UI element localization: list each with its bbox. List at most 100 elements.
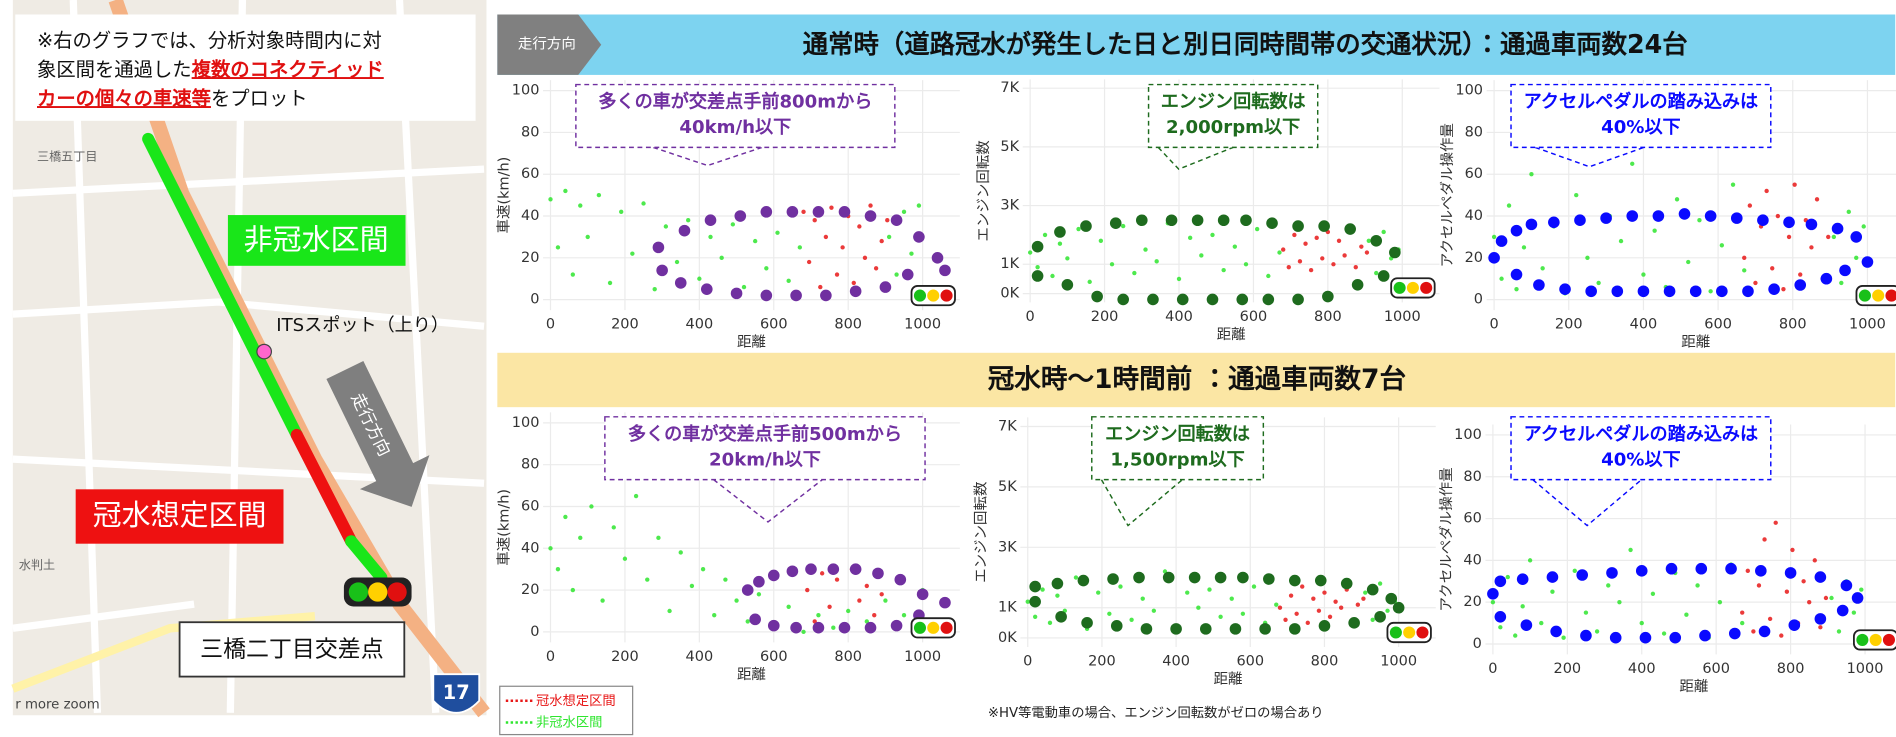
- data-point: [1770, 266, 1774, 270]
- data-point: [1143, 247, 1147, 251]
- data-point: [1774, 521, 1778, 525]
- data-point: [1266, 274, 1270, 278]
- data-point: [798, 245, 802, 249]
- marker-dot: [1163, 572, 1175, 584]
- marker-dot: [1133, 572, 1145, 584]
- data-point: [902, 613, 906, 617]
- x-tick-label: 200: [1088, 653, 1116, 669]
- data-point: [686, 218, 690, 222]
- marker-dot: [701, 283, 713, 295]
- data-point: [641, 201, 645, 205]
- data-point: [679, 550, 683, 554]
- marker-dot: [895, 574, 907, 586]
- data-point: [1152, 609, 1156, 613]
- marker-dot: [1794, 279, 1806, 291]
- data-point: [1317, 609, 1321, 613]
- data-point: [563, 189, 567, 193]
- chart: 0K1K3K5K7K02004006008001000距離エンジン回転数エンジン…: [975, 79, 1439, 343]
- data-point: [1033, 615, 1037, 619]
- data-point: [1520, 604, 1524, 608]
- data-point: [1708, 289, 1712, 293]
- y-tick-label: 0: [530, 292, 539, 308]
- y-tick-label: 1K: [998, 600, 1017, 616]
- traffic-light-lamp: [927, 290, 939, 302]
- marker-dot: [742, 584, 754, 596]
- marker-dot: [761, 290, 773, 302]
- data-point: [1076, 227, 1080, 231]
- marker-dot: [1606, 567, 1618, 579]
- data-point: [753, 239, 757, 243]
- data-point: [1207, 587, 1211, 591]
- data-point: [1506, 575, 1510, 579]
- marker-dot: [1511, 269, 1523, 281]
- y-tick-label: 40: [521, 208, 539, 224]
- data-point: [887, 235, 891, 239]
- marker-dot: [939, 265, 951, 277]
- callout-text: アクセルペダルの踏み込みは: [1524, 423, 1759, 445]
- x-axis-label: 距離: [1217, 326, 1246, 343]
- marker-dot: [1495, 575, 1507, 587]
- data-point: [1595, 629, 1599, 633]
- data-point: [1315, 236, 1319, 240]
- data-point: [863, 256, 867, 260]
- y-tick-label: 80: [521, 124, 539, 140]
- data-point: [1596, 281, 1600, 285]
- marker-dot: [1716, 285, 1728, 297]
- callout-text: 40%以下: [1601, 117, 1681, 138]
- y-tick-label: 100: [512, 415, 540, 431]
- marker-dot: [787, 206, 799, 218]
- data-point: [1185, 590, 1189, 594]
- data-point: [1768, 617, 1772, 621]
- data-point: [571, 588, 575, 592]
- data-point: [1218, 615, 1222, 619]
- data-point: [1742, 256, 1746, 260]
- traffic-light-lamp: [1870, 634, 1882, 646]
- marker-dot: [1757, 214, 1769, 226]
- x-tick-label: 1000: [1384, 309, 1421, 325]
- data-point: [1281, 247, 1285, 251]
- data-point: [880, 239, 884, 243]
- data-point: [1746, 569, 1750, 573]
- marker-dot: [731, 288, 743, 300]
- marker-dot: [1755, 565, 1767, 577]
- marker-dot: [1263, 573, 1275, 585]
- data-point: [608, 281, 612, 285]
- traffic-light-lamp: [1416, 626, 1428, 638]
- x-tick-label: 400: [686, 317, 714, 333]
- marker-dot: [1487, 588, 1499, 600]
- x-tick-label: 0: [546, 649, 555, 665]
- data-point: [1785, 590, 1789, 594]
- marker-dot: [761, 206, 773, 218]
- data-point: [1801, 579, 1805, 583]
- x-tick-label: 800: [1777, 661, 1805, 677]
- data-point: [1096, 590, 1100, 594]
- marker-dot: [813, 206, 825, 218]
- its-label: ITSスポット（上り）: [276, 315, 449, 336]
- data-point: [1311, 596, 1315, 600]
- marker-dot: [1147, 294, 1159, 306]
- data-point: [571, 272, 575, 276]
- marker-dot: [1547, 571, 1559, 583]
- marker-dot: [768, 620, 780, 632]
- data-point: [840, 245, 844, 249]
- marker-dot: [1759, 626, 1771, 638]
- data-point: [1107, 612, 1111, 616]
- traffic-light-lamp: [1403, 626, 1415, 638]
- callout-text: 多くの車が交差点手前800mから: [598, 91, 872, 113]
- data-point: [813, 218, 817, 222]
- x-tick-label: 800: [834, 649, 862, 665]
- data-point: [1573, 569, 1577, 573]
- marker-dot: [850, 563, 862, 575]
- marker-dot: [1669, 632, 1681, 644]
- data-point: [708, 235, 712, 239]
- marker-dot: [1517, 573, 1529, 585]
- data-point: [1074, 575, 1078, 579]
- data-point: [619, 210, 623, 214]
- marker-dot: [1110, 217, 1122, 229]
- x-tick-label: 800: [834, 317, 862, 333]
- chart: 02040608010002004006008001000距離アクセルペダル操作…: [1439, 80, 1896, 351]
- marker-dot: [1200, 623, 1212, 635]
- data-point: [1088, 280, 1092, 284]
- data-point: [1328, 615, 1332, 619]
- route-number: 17: [443, 681, 470, 704]
